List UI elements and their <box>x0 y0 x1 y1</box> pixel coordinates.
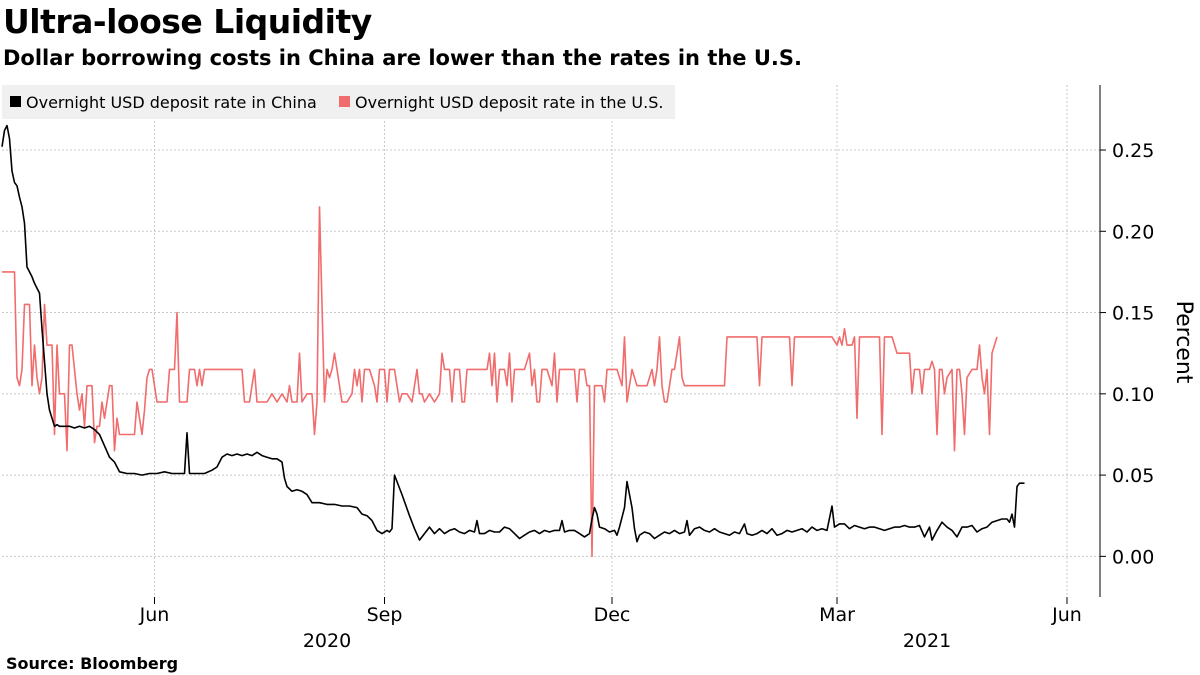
y-tick-label: 0.00 <box>1112 546 1154 568</box>
x-tick-label: Dec <box>594 604 631 626</box>
source-note: Source: Bloomberg <box>6 654 179 673</box>
series-line-china <box>1 124 1025 543</box>
x-tick-label: Jun <box>1051 604 1082 626</box>
y-tick-label: 0.10 <box>1112 384 1154 406</box>
legend-label: Overnight USD deposit rate in the U.S. <box>355 93 663 112</box>
x-tick-label: Sep <box>367 604 403 626</box>
x-year-label: 2021 <box>903 630 951 652</box>
y-tick-label: 0.20 <box>1112 221 1154 243</box>
legend-box <box>2 85 675 119</box>
x-tick-label: Mar <box>819 604 855 626</box>
x-tick-label: Jun <box>139 604 170 626</box>
y-axis-label: Percent <box>1171 301 1196 384</box>
series-line-us <box>2 206 998 558</box>
legend-swatch <box>10 96 21 107</box>
gridlines <box>2 85 1100 597</box>
x-year-label: 2020 <box>303 630 351 652</box>
series-lines <box>1 124 1025 558</box>
axes: 0.00 0.05 0.10 0.15 0.20 0.25 Jun Sep Dec Mar Jun 2… <box>139 85 1196 652</box>
y-tick-label: 0.15 <box>1112 303 1154 325</box>
legend-label: Overnight USD deposit rate in China <box>26 93 317 112</box>
y-tick-label: 0.25 <box>1112 140 1154 162</box>
legend-swatch <box>339 96 350 107</box>
chart-title: Ultra-loose Liquidity <box>3 2 372 41</box>
y-tick-label: 0.05 <box>1112 465 1154 487</box>
legend: Overnight USD deposit rate in China Overn… <box>2 85 675 119</box>
chart-subtitle: Dollar borrowing costs in China are lowe… <box>3 46 802 70</box>
